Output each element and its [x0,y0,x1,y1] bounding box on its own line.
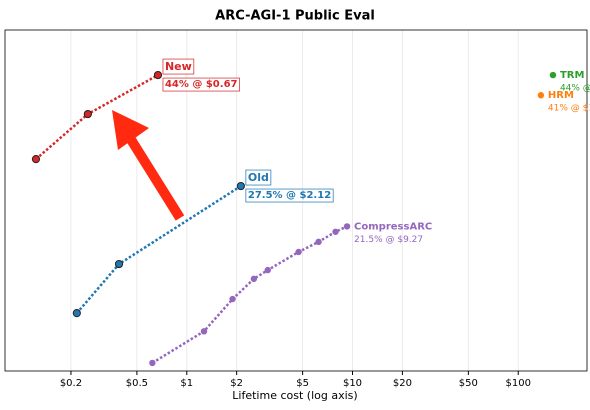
series: TRM 44% @ [549,70,590,94]
data-point [295,248,302,256]
data-point [153,70,163,80]
data-point [236,181,245,191]
label-box [162,58,195,75]
series-line [75,184,242,314]
data-point [31,155,41,164]
x-tick-label: $2 [230,378,243,389]
data-point [200,328,208,335]
series-annotation: 41% @ $1 [548,104,590,114]
plot-frame [4,29,588,372]
x-tick-label: $50 [459,378,478,389]
data-point [83,109,92,119]
series-name: Old [248,171,269,184]
arrow [112,110,185,221]
data-point [537,92,545,99]
series: Old 27.5% @ $2.12 [72,169,334,318]
x-tick-label: $0.5 [126,378,148,389]
series-annotation: 44% @ [560,84,590,94]
data-point [315,238,322,246]
data-point [264,266,271,274]
data-point [114,259,124,269]
series-line [151,225,348,364]
x-tick-label: $10 [343,378,362,389]
series-name: CompressARC [354,221,432,232]
x-tick-label: $1 [180,378,193,389]
data-point [332,228,339,235]
x-tick-label: $20 [393,378,412,389]
series: CompressARC 21.5% @ $9.27 [149,221,432,367]
series-name: New [165,60,192,73]
data-point [72,309,81,318]
arrow-head [112,110,149,150]
series: HRM 41% @ $1 [537,90,590,114]
series-annotation: 27.5% @ $2.12 [248,190,331,201]
series-name: TRM [560,70,585,81]
data-point [229,295,236,303]
data-point [250,275,258,283]
x-axis-label: Lifetime cost (log axis) [232,389,357,402]
arrow-shaft [125,135,185,221]
series-name: HRM [548,90,574,101]
x-tick-label: $100 [506,378,531,389]
series: New 44% @ $0.67 [31,58,240,164]
data-point [343,223,351,230]
x-tick-label: $5 [296,378,309,389]
data-point [549,71,557,79]
label-box [245,188,334,203]
data-point [149,359,156,367]
label-box [162,77,240,92]
label-box [245,169,272,186]
series-annotation: 21.5% @ $9.27 [354,235,423,245]
chart-title: ARC-AGI-1 Public Eval [215,9,375,24]
x-tick-label: $0.2 [60,378,82,389]
series-annotation: 44% @ $0.67 [165,79,238,90]
